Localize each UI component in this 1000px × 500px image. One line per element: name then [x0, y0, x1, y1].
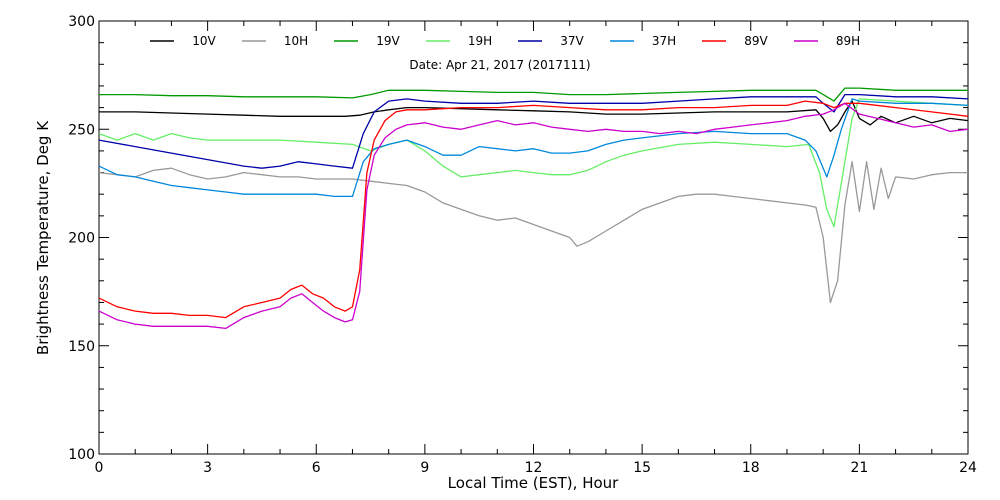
y-axis-title: Brightness Temperature, Deg K [34, 120, 52, 355]
y-tick-label: 250 [68, 122, 95, 138]
y-tick-label: 150 [68, 339, 95, 355]
x-tick-label: 6 [312, 460, 321, 476]
legend-label-89h: 89H [836, 34, 860, 48]
axis-tick-labels: 0 3 6 9 12 15 18 21 24 100 150 200 250 300 [68, 14, 977, 476]
legend-label-37v: 37V [560, 34, 584, 48]
x-tick-label: 15 [633, 460, 651, 476]
series-line-37h [98, 98, 969, 198]
x-tick-label: 0 [95, 460, 104, 476]
plot-frame [98, 20, 969, 455]
x-tick-label: 9 [420, 460, 429, 476]
series-line-89h [98, 102, 969, 330]
legend-label-19h: 19H [468, 34, 492, 48]
series-lines [98, 87, 969, 330]
date-subtitle: Date: Apr 21, 2017 (2017111) [409, 58, 590, 72]
series-line-10h [98, 161, 968, 304]
legend-label-10v: 10V [192, 34, 216, 48]
series-line-89v [98, 100, 969, 319]
x-tick-label: 24 [959, 460, 977, 476]
axis-ticks [98, 20, 969, 455]
x-tick-label: 12 [525, 460, 543, 476]
y-tick-label: 100 [68, 447, 95, 463]
legend-label-19v: 19V [376, 34, 400, 48]
legend: 10V 10H 19V 19H 37V 37H 89V 89H [150, 34, 860, 48]
y-tick-label: 300 [68, 14, 95, 30]
legend-label-37h: 37H [652, 34, 676, 48]
series-line-37v [98, 93, 969, 169]
x-tick-label: 18 [742, 460, 760, 476]
legend-label-89v: 89V [744, 34, 768, 48]
x-tick-label: 21 [850, 460, 868, 476]
series-line-19h [98, 98, 969, 228]
series-line-19v [99, 87, 968, 102]
x-tick-label: 3 [203, 460, 212, 476]
y-tick-label: 200 [68, 231, 95, 247]
x-axis-title: Local Time (EST), Hour [448, 474, 619, 492]
series-line-10v [99, 100, 969, 133]
legend-label-10h: 10H [284, 34, 308, 48]
